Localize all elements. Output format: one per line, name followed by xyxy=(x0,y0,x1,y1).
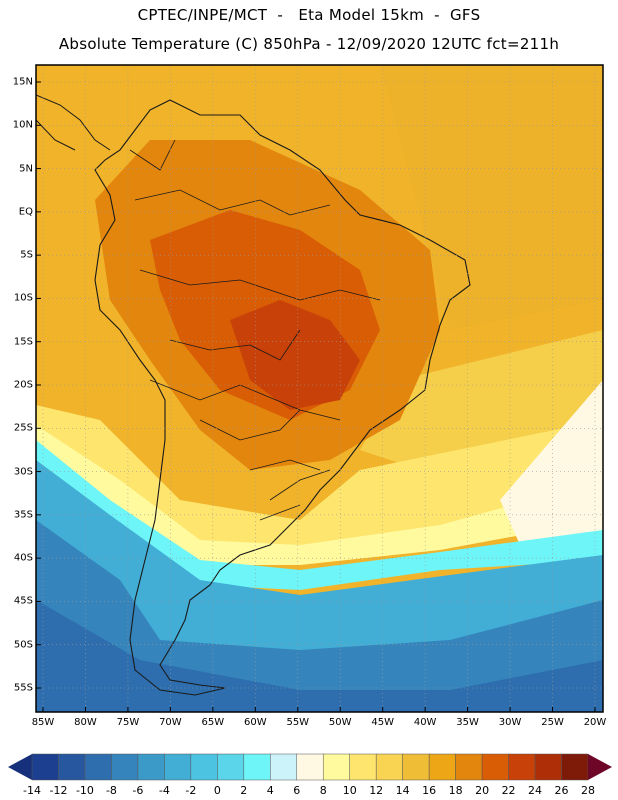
title-line-1: CPTEC/INPE/MCT - Eta Model 15km - GFS xyxy=(137,6,481,24)
colorbar-swatch xyxy=(455,753,483,781)
lon-label: 50W xyxy=(328,717,352,728)
colorbar-label: -14 xyxy=(23,784,41,797)
colorbar-label: 8 xyxy=(319,784,327,797)
colorbar-swatch xyxy=(84,753,112,781)
title-line-2: Absolute Temperature (C) 850hPa - 12/09/… xyxy=(58,35,560,53)
colorbar-label: -10 xyxy=(75,784,94,797)
cream-band xyxy=(500,380,603,545)
lon-label: 20W xyxy=(583,717,607,728)
south-america-outline xyxy=(94,99,471,696)
colorbar-swatch xyxy=(322,753,350,781)
colorbar-swatch xyxy=(428,753,456,781)
lat-label: 5N xyxy=(19,163,33,175)
colorbar-swatch xyxy=(58,753,86,781)
lat-lon-grid xyxy=(36,65,603,712)
coldest-ocean xyxy=(36,600,603,712)
colorbar-swatch xyxy=(508,753,536,781)
colorbar-swatch xyxy=(481,753,509,781)
cool-band xyxy=(36,440,603,590)
colorbar-swatch xyxy=(243,753,271,781)
colorbar-label: 16 xyxy=(422,784,437,797)
lat-label: 15S xyxy=(13,336,33,348)
warm-ocean-band xyxy=(380,65,603,330)
pale-yellow-band xyxy=(36,425,603,565)
central-america-outline xyxy=(36,94,111,151)
colorbar-swatch xyxy=(111,753,139,781)
lon-label: 65W xyxy=(201,717,225,728)
colorbar-label: 6 xyxy=(293,784,301,797)
map-frame xyxy=(35,64,604,713)
colorbar-label: 12 xyxy=(369,784,384,797)
colorbar-label: 0 xyxy=(213,784,221,797)
colorbar-label: -6 xyxy=(132,784,144,797)
colorbar-swatch xyxy=(402,753,430,781)
colorbar-label: -2 xyxy=(185,784,197,797)
colorbar-low-arrow xyxy=(8,754,32,780)
lat-label: 10S xyxy=(13,292,33,304)
colorbar-label: 28 xyxy=(581,784,595,797)
colorbar-label: 18 xyxy=(448,784,463,797)
colorbar-swatch xyxy=(217,753,245,781)
colorbar-label: 24 xyxy=(528,784,543,797)
colorbar xyxy=(8,753,612,781)
lat-label: 15N xyxy=(12,76,33,88)
lat-label: 25S xyxy=(13,422,33,434)
colorbar-label: 2 xyxy=(240,784,248,797)
colorbar-swatch xyxy=(270,753,298,781)
colorbar-label: -12 xyxy=(49,784,68,797)
colorbar-swatch xyxy=(164,753,192,781)
lat-label: EQ xyxy=(18,206,33,218)
colorbar-label: 22 xyxy=(501,784,516,797)
colorbar-label: 10 xyxy=(342,784,357,797)
lon-label: 45W xyxy=(371,717,394,728)
colorbar-label: 14 xyxy=(395,784,410,797)
map-ticks xyxy=(36,81,596,712)
colorbar-swatch xyxy=(190,753,218,781)
lon-label: 80W xyxy=(74,717,97,728)
lat-label: 5S xyxy=(20,249,33,261)
lat-label: 55S xyxy=(13,682,33,694)
lon-label: 35W xyxy=(456,717,479,728)
lat-label: 30S xyxy=(13,466,33,478)
lon-label: 30W xyxy=(498,717,522,728)
colorbar-swatch xyxy=(349,753,377,781)
colorbar-swatch xyxy=(137,753,165,781)
colorbar-swatch xyxy=(534,753,562,781)
lon-label: 55W xyxy=(286,717,310,728)
lat-label: 20S xyxy=(13,379,33,391)
colorbar-label: -8 xyxy=(105,784,117,797)
lon-label: 40W xyxy=(413,717,437,728)
colorbar-swatch xyxy=(375,753,403,781)
lat-label: 50S xyxy=(13,639,33,651)
lon-label: 60W xyxy=(243,717,267,728)
lat-label: 40S xyxy=(13,552,33,564)
colorbar-label: 20 xyxy=(475,784,490,797)
lat-label: 35S xyxy=(13,509,33,521)
colorbar-high-arrow xyxy=(588,754,612,780)
colder-ocean xyxy=(36,520,603,712)
colorbar-swatch xyxy=(31,753,59,781)
lon-label: 75W xyxy=(116,717,140,728)
colorbar-label: 26 xyxy=(554,784,569,797)
colorbar-swatch xyxy=(561,753,589,781)
lat-label: 10N xyxy=(12,119,33,131)
colorbar-swatch xyxy=(296,753,324,781)
colorbar-label: 4 xyxy=(266,784,274,797)
colorbar-label: -4 xyxy=(158,784,170,797)
lon-label: 70W xyxy=(159,717,182,728)
lat-label: 45S xyxy=(13,595,33,607)
lon-label: 85W xyxy=(31,717,55,728)
hot-core xyxy=(230,300,360,410)
lon-label: 25W xyxy=(541,717,564,728)
